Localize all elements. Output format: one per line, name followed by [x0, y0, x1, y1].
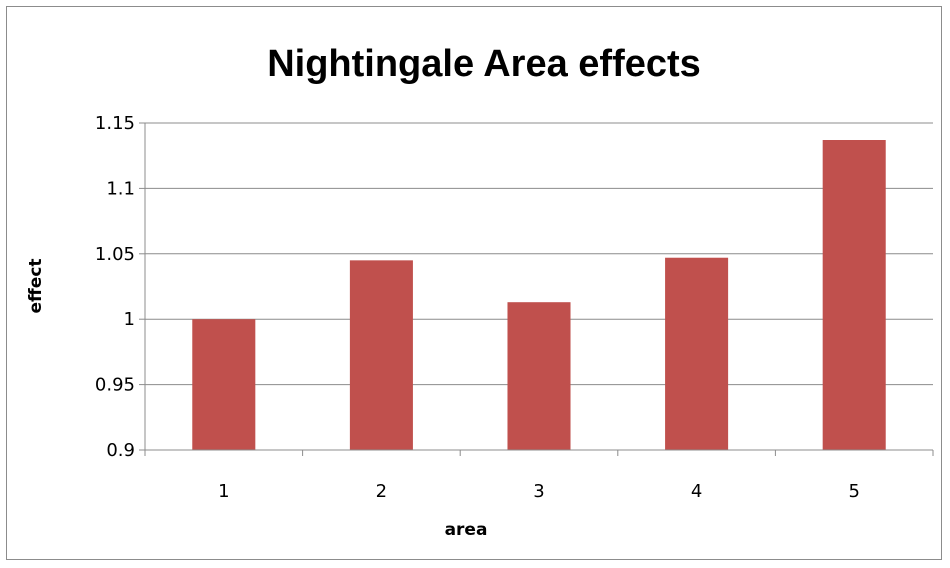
bar-3: [507, 302, 571, 450]
bar-1: [192, 319, 256, 450]
bars: [192, 140, 886, 450]
axes: [139, 122, 934, 456]
bar-5: [822, 140, 886, 450]
y-tick-label: 1: [124, 309, 135, 330]
y-tick-label: 1.1: [106, 178, 135, 199]
x-tick-label: 4: [691, 481, 702, 502]
chart-frame: [6, 6, 942, 560]
x-tick-label: 3: [533, 481, 544, 502]
bar-4: [665, 257, 729, 450]
y-tick-label: 0.9: [106, 440, 135, 461]
y-tick-label: 0.95: [95, 375, 135, 396]
x-tick-label: 1: [218, 481, 229, 502]
bar-2: [349, 260, 413, 450]
tick-labels: 0.9 0.95 1 1.05 1.1 1.15 1 2 3 4 5: [95, 113, 860, 502]
x-tick-label: 2: [376, 481, 387, 502]
y-tick-label: 1.05: [95, 244, 135, 265]
x-tick-label: 5: [848, 481, 859, 502]
y-tick-label: 1.15: [95, 113, 135, 134]
chart-title: Nightingale Area effects: [267, 43, 701, 85]
x-axis-title: area: [445, 520, 488, 540]
y-axis-title: effect: [26, 258, 46, 313]
